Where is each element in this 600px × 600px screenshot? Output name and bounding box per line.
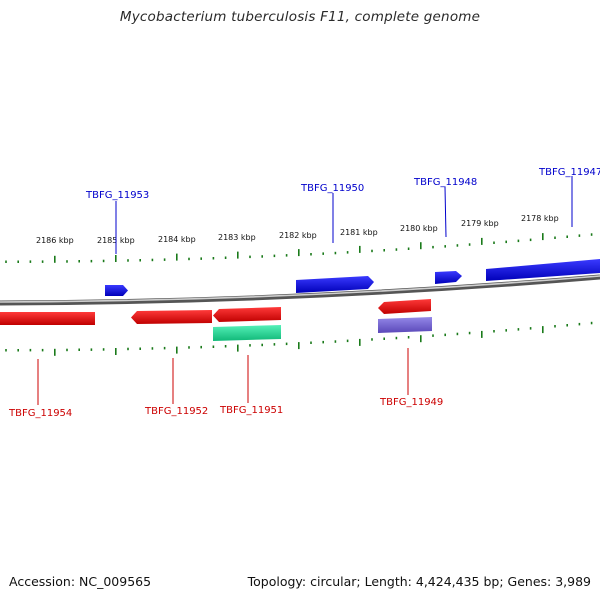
genome-backbone-highlight: [0, 275, 600, 303]
gene-labels-top: TBFG_11953 TBFG_11950 TBFG_11948 TBFG_11…: [85, 167, 600, 201]
scale-label: 2184 kbp: [158, 235, 196, 244]
reverse-features: [0, 299, 432, 341]
scale-label: 2182 kbp: [279, 231, 317, 240]
feature-tbfg-11951[interactable]: [213, 307, 281, 322]
lower-scale-ticks: [5, 321, 593, 356]
upper-scale-ticks: [5, 233, 593, 263]
genome-backbone: [0, 274, 600, 306]
gene-label[interactable]: TBFG_11950: [300, 183, 364, 194]
leader-line: [444, 186, 447, 238]
scale-label: 2179 kbp: [461, 219, 499, 228]
feature-tbfg-11954[interactable]: [0, 312, 95, 325]
gene-label[interactable]: TBFG_11949: [379, 397, 443, 408]
feature-tbfg-11947[interactable]: [486, 259, 600, 281]
gene-label[interactable]: TBFG_11947: [538, 167, 600, 178]
scale-label: 2180 kbp: [400, 224, 438, 233]
scale-label: 2178 kbp: [521, 214, 559, 223]
feature-tbfg-11948[interactable]: [435, 271, 462, 284]
gene-label[interactable]: TBFG_11952: [144, 406, 208, 417]
gene-labels-bottom: TBFG_11954 TBFG_11952 TBFG_11951 TBFG_11…: [8, 397, 443, 419]
map-title: Mycobacterium tuberculosis F11, complete…: [119, 9, 481, 25]
feature-tbfg-11949[interactable]: [378, 299, 431, 314]
scale-labels: 2186 kbp 2185 kbp 2184 kbp 2183 kbp 2182…: [36, 214, 559, 245]
gene-label[interactable]: TBFG_11954: [8, 408, 72, 419]
accession-text: Accession: NC_009565: [9, 574, 152, 589]
genome-summary: Topology: circular; Length: 4,424,435 bp…: [247, 574, 591, 589]
leader-lines: [37, 176, 573, 405]
gene-label[interactable]: TBFG_11953: [85, 190, 149, 201]
forward-features: [105, 259, 600, 296]
feature-tbfg-11953[interactable]: [105, 285, 128, 296]
scale-label: 2186 kbp: [36, 236, 74, 245]
feature-tbfg-11950[interactable]: [296, 276, 374, 293]
gene-label[interactable]: TBFG_11948: [413, 177, 477, 188]
scale-label: 2181 kbp: [340, 228, 378, 237]
feature-tbfg-11951-rna[interactable]: [213, 325, 281, 341]
feature-tbfg-11949-misc[interactable]: [378, 317, 432, 333]
feature-tbfg-11952[interactable]: [131, 310, 212, 324]
scale-label: 2183 kbp: [218, 233, 256, 242]
gene-label[interactable]: TBFG_11951: [219, 405, 283, 416]
